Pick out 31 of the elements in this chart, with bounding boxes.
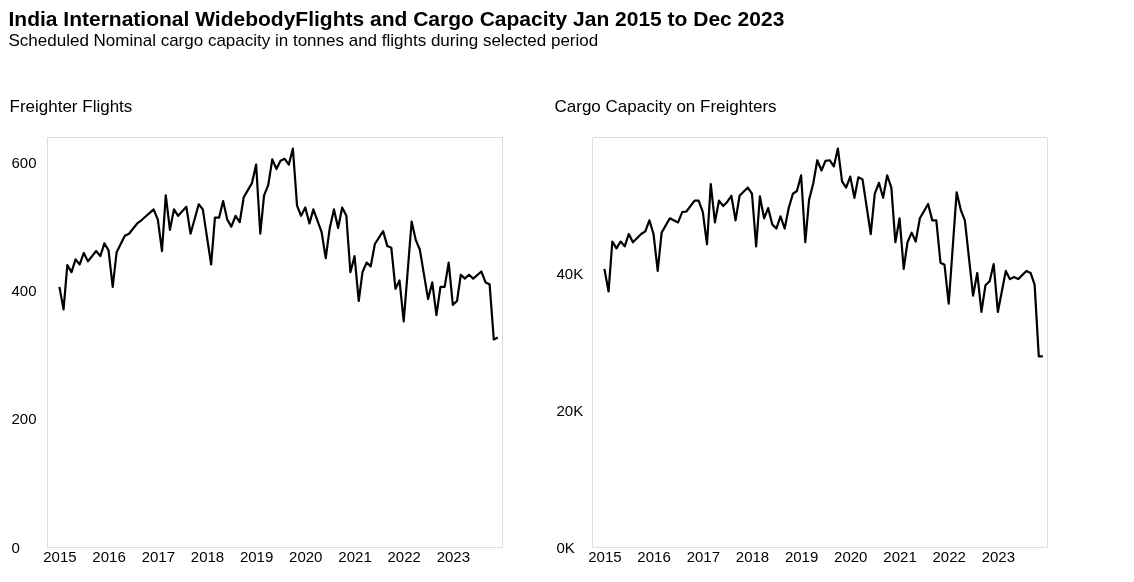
y-tick-label: 40K <box>556 265 584 283</box>
y-axis-title: Cargo Capacity on Freighters <box>554 96 777 116</box>
x-tick-label: 2021 <box>338 547 372 565</box>
x-tick-label: 2018 <box>735 547 770 565</box>
x-tick-label: 2019 <box>784 547 819 565</box>
x-tick-label: 2017 <box>686 547 721 565</box>
x-tick-label: 2015 <box>588 547 622 565</box>
chart-subtitle: Scheduled Nominal cargo capacity in tonnes and flights during selected period <box>8 30 599 50</box>
x-tick-label: 2017 <box>141 547 176 565</box>
x-tick-label: 2020 <box>834 547 868 565</box>
chart-title: India International WidebodyFlights and Cargo Capacity Jan 2015 to Dec 2023 <box>8 6 785 30</box>
x-tick-label: 2022 <box>387 547 421 565</box>
x-tick-label: 2022 <box>932 547 966 565</box>
y-axis-title: Freighter Flights <box>9 96 133 116</box>
y-tick-label: 0K <box>556 538 575 556</box>
y-tick-label: 0 <box>11 538 20 556</box>
y-tick-label: 400 <box>11 282 37 300</box>
x-tick-label: 2023 <box>436 547 471 565</box>
y-tick-label: 20K <box>556 401 584 419</box>
x-tick-label: 2023 <box>981 547 1016 565</box>
x-tick-label: 2021 <box>883 547 917 565</box>
x-tick-label: 2020 <box>289 547 323 565</box>
line-series <box>603 147 1044 358</box>
line-series <box>58 147 499 341</box>
x-tick-label: 2015 <box>43 547 77 565</box>
x-tick-label: 2016 <box>92 547 126 565</box>
x-tick-label: 2018 <box>190 547 225 565</box>
x-tick-label: 2019 <box>239 547 274 565</box>
y-tick-label: 600 <box>11 154 37 172</box>
x-tick-label: 2016 <box>637 547 671 565</box>
y-tick-label: 200 <box>11 410 37 428</box>
